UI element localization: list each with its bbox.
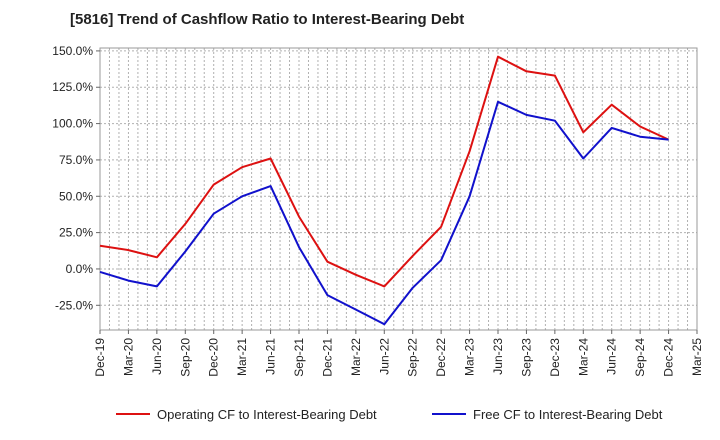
legend-label-operating: Operating CF to Interest-Bearing Debt (157, 407, 377, 422)
x-tick-label: Mar-24 (576, 338, 590, 376)
x-tick-label: Jun-23 (491, 338, 505, 375)
x-tick-label: Jun-22 (377, 338, 391, 375)
x-tick-label: Jun-21 (264, 338, 278, 375)
x-tick-label: Mar-21 (235, 338, 249, 376)
x-tick-label: Dec-19 (93, 338, 107, 377)
plot-area (99, 47, 698, 331)
series-lines (99, 55, 670, 326)
x-tick-label: Dec-22 (434, 338, 448, 377)
y-axis: -25.0% 0.0% 25.0% 50.0% 75.0% 100.0% 125.0% 150… (52, 44, 100, 312)
y-tick-label: 150.0% (52, 44, 93, 58)
x-tick-label: Sep-23 (519, 338, 533, 377)
x-tick-label: Dec-21 (320, 338, 334, 377)
y-tick-label: 50.0% (59, 189, 93, 203)
x-tick-label: Mar-20 (121, 338, 135, 376)
chart-title: [5816] Trend of Cashflow Ratio to Intere… (70, 11, 464, 28)
legend-label-free: Free CF to Interest-Bearing Debt (473, 407, 663, 422)
x-tick-label: Sep-21 (292, 338, 306, 377)
x-tick-label: Mar-22 (349, 338, 363, 376)
x-tick-label: Jun-24 (605, 338, 619, 375)
x-tick-label: Dec-20 (207, 338, 221, 377)
y-tick-label: 100.0% (52, 117, 93, 131)
legend: Operating CF to Interest-Bearing Debt Fr… (116, 407, 663, 422)
y-tick-label: 75.0% (59, 153, 93, 167)
x-tick-label: Sep-20 (178, 338, 192, 377)
x-tick-label: Jun-20 (150, 338, 164, 375)
series-line-operating-cf (99, 55, 670, 288)
x-tick-label: Mar-23 (463, 338, 477, 376)
x-tick-label: Dec-23 (548, 338, 562, 377)
x-tick-label: Mar-25 (690, 338, 704, 376)
y-tick-label: -25.0% (55, 298, 93, 312)
series-line-free-cf (99, 100, 669, 326)
grid (99, 48, 698, 330)
x-tick-label: Sep-22 (406, 338, 420, 377)
x-tick-label: Sep-24 (633, 338, 647, 377)
x-axis: Dec-19 Mar-20 Jun-20 Sep-20 Dec-20 Mar-21 Jun-… (93, 330, 704, 377)
y-tick-label: 125.0% (52, 80, 93, 94)
y-tick-label: 0.0% (66, 262, 94, 276)
y-tick-label: 25.0% (59, 226, 93, 240)
x-tick-label: Dec-24 (662, 338, 676, 377)
